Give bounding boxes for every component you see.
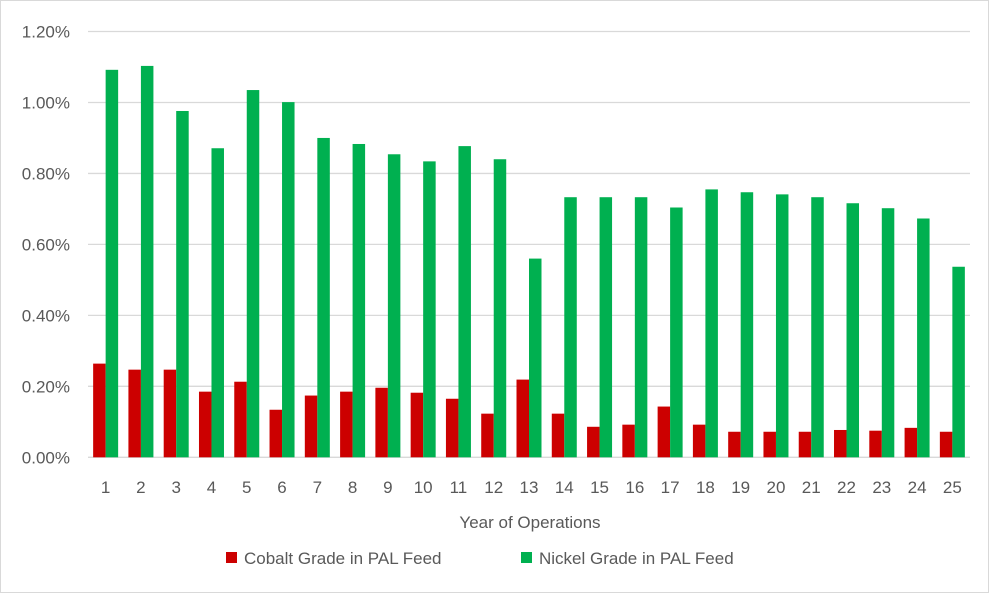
x-axis-ticks: 1 2 3 4 5 6 7 8 9 10 11 12 13 14 15 16 17 18 19 20 21 22 23 24 2… <box>101 478 962 497</box>
nickel-bar-year-13 <box>529 258 542 458</box>
cobalt-bar-year-23 <box>869 430 882 458</box>
cobalt-bar-year-7 <box>304 395 318 458</box>
cobalt-bar-year-8 <box>340 391 353 458</box>
cobalt-bar-year-15 <box>587 426 600 458</box>
nickel-bar-year-3 <box>176 110 189 458</box>
legend-swatch-nickel <box>521 552 532 563</box>
x-tick-label: 10 <box>414 478 433 497</box>
x-tick-label: 16 <box>625 478 644 497</box>
nickel-bar-year-9 <box>387 154 401 458</box>
x-tick-label: 18 <box>696 478 715 497</box>
nickel-bar-year-4 <box>211 148 224 458</box>
x-tick-label: 9 <box>383 478 392 497</box>
cobalt-bar-year-1 <box>93 363 106 458</box>
nickel-bar-year-20 <box>775 194 789 458</box>
x-tick-label: 7 <box>313 478 322 497</box>
cobalt-bar-year-3 <box>163 369 177 458</box>
legend-swatch-cobalt <box>226 552 237 563</box>
cobalt-bar-year-12 <box>481 413 494 458</box>
cobalt-bar-year-13 <box>516 379 529 458</box>
y-tick-label: 0.40% <box>22 306 70 325</box>
nickel-bar-year-17 <box>670 207 683 458</box>
x-tick-label: 25 <box>943 478 962 497</box>
nickel-bar-year-5 <box>246 90 260 458</box>
cobalt-bar-year-19 <box>728 431 741 458</box>
nickel-bar-year-25 <box>952 266 965 458</box>
cobalt-bar-year-5 <box>234 381 247 458</box>
y-tick-label: 0.80% <box>22 164 70 183</box>
nickel-bar-year-6 <box>282 102 295 458</box>
nickel-bar-year-23 <box>881 208 895 458</box>
cobalt-bar-year-21 <box>798 431 812 458</box>
x-tick-label: 21 <box>802 478 821 497</box>
x-tick-label: 14 <box>555 478 574 497</box>
cobalt-bar-year-17 <box>657 406 671 458</box>
x-tick-label: 22 <box>837 478 856 497</box>
nickel-bar-year-15 <box>599 197 613 458</box>
nickel-bar-year-2 <box>140 65 154 458</box>
nickel-bar-year-11 <box>458 146 471 458</box>
legend-label-cobalt: Cobalt Grade in PAL Feed <box>244 549 442 568</box>
x-tick-label: 13 <box>520 478 539 497</box>
x-tick-label: 2 <box>136 478 145 497</box>
nickel-bar-year-1 <box>105 69 119 458</box>
bars <box>93 65 965 458</box>
cobalt-bar-year-11 <box>445 398 459 458</box>
cobalt-bar-year-14 <box>551 413 565 458</box>
cobalt-bar-year-20 <box>763 431 776 458</box>
x-tick-label: 6 <box>277 478 286 497</box>
nickel-bar-year-14 <box>564 197 577 458</box>
x-tick-label: 20 <box>766 478 785 497</box>
cobalt-bar-year-25 <box>939 431 953 458</box>
cobalt-bar-year-6 <box>269 409 283 458</box>
x-tick-label: 11 <box>450 478 468 497</box>
x-tick-label: 12 <box>484 478 503 497</box>
nickel-bar-year-22 <box>846 203 860 458</box>
cobalt-bar-year-22 <box>834 429 847 458</box>
y-tick-label: 0.20% <box>22 377 70 396</box>
nickel-bar-year-7 <box>317 137 330 458</box>
x-tick-label: 3 <box>171 478 180 497</box>
cobalt-bar-year-2 <box>128 369 141 458</box>
x-tick-label: 1 <box>101 478 110 497</box>
x-tick-label: 8 <box>348 478 357 497</box>
x-tick-label: 4 <box>207 478 216 497</box>
x-tick-label: 24 <box>908 478 927 497</box>
x-tick-label: 23 <box>872 478 891 497</box>
cobalt-bar-year-18 <box>692 424 706 458</box>
y-tick-label: 1.20% <box>22 23 70 42</box>
y-tick-label: 0.60% <box>22 235 70 254</box>
cobalt-bar-year-4 <box>198 391 212 458</box>
nickel-bar-year-12 <box>493 159 507 458</box>
nickel-bar-year-8 <box>352 143 366 458</box>
x-tick-label: 15 <box>590 478 609 497</box>
y-axis-ticks: 0.00% 0.20% 0.40% 0.60% 0.80% 1.00% 1.20% <box>22 23 70 468</box>
nickel-bar-year-16 <box>634 197 648 458</box>
nickel-bar-year-24 <box>917 218 930 458</box>
cobalt-bar-year-24 <box>904 427 918 458</box>
nickel-bar-year-10 <box>423 161 436 458</box>
cobalt-bar-year-16 <box>622 424 635 458</box>
x-axis-label: Year of Operations <box>459 513 600 532</box>
legend-label-nickel: Nickel Grade in PAL Feed <box>539 549 734 568</box>
y-tick-label: 1.00% <box>22 93 70 112</box>
legend: Cobalt Grade in PAL Feed Nickel Grade in… <box>226 549 734 568</box>
cobalt-bar-year-10 <box>410 392 424 458</box>
x-tick-label: 19 <box>731 478 750 497</box>
nickel-bar-year-18 <box>705 189 718 458</box>
y-tick-label: 0.00% <box>22 448 70 467</box>
x-tick-label: 5 <box>242 478 251 497</box>
x-tick-label: 17 <box>661 478 680 497</box>
cobalt-bar-year-9 <box>375 387 388 458</box>
nickel-bar-year-19 <box>740 192 754 458</box>
nickel-bar-year-21 <box>811 197 824 458</box>
